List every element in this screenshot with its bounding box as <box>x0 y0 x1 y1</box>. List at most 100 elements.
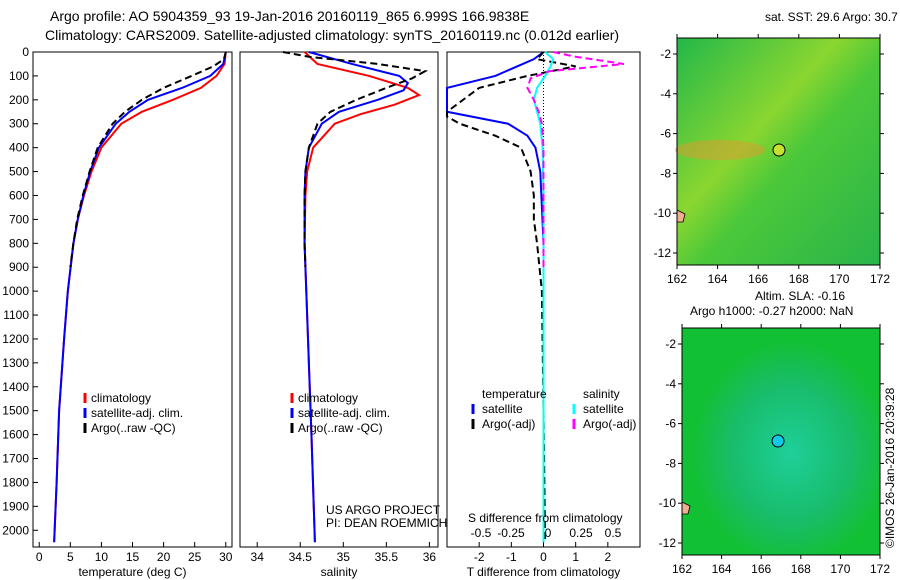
map-x-tick-label: 172 <box>870 562 890 576</box>
legend-label: Argo(..raw -QC) <box>91 421 176 435</box>
series-climatology <box>53 51 227 543</box>
y-tick-label: 800 <box>9 236 29 250</box>
axes-box <box>32 51 233 548</box>
series-s-argo-adj- <box>526 51 625 268</box>
sla-map-title-1: Altim. SLA: -0.16 <box>755 289 845 303</box>
legend-temperature: temperature <box>482 387 547 401</box>
map-y-tick-label: -2 <box>660 47 671 61</box>
warm-patch <box>675 140 765 160</box>
map-x-tick-label: 162 <box>672 562 692 576</box>
argo-position-marker <box>771 434 785 448</box>
x-tick-label: 20 <box>157 550 171 564</box>
x-tick-label: 30 <box>219 550 233 564</box>
map-x-tick-label: 164 <box>708 272 728 286</box>
y-tick-label: 500 <box>9 165 29 179</box>
imos-stamp: ©IMOS 26-Jan-2016 20:39:28 <box>883 387 897 548</box>
x-tick-label: 5 <box>67 550 74 564</box>
y-tick-label: 1800 <box>2 475 29 489</box>
x2-tick-label: -0.25 <box>497 526 525 540</box>
legend-label: satellite-adj. clim. <box>298 406 390 420</box>
legend-s_argo: Argo(-adj) <box>583 417 636 431</box>
y-tick-label: 1200 <box>2 332 29 346</box>
map-y-tick-label: -6 <box>665 417 676 431</box>
y-tick-label: 600 <box>9 188 29 202</box>
argo-position-marker <box>772 143 786 157</box>
x-tick-label: 15 <box>126 550 140 564</box>
map-y-tick-label: -8 <box>665 456 676 470</box>
x-tick-label: 2 <box>604 550 611 564</box>
y-tick-label: 1900 <box>2 499 29 513</box>
map-x-tick-label: 168 <box>789 272 809 286</box>
map-y-tick-label: -2 <box>665 337 676 351</box>
x-tick-label: 25 <box>188 550 202 564</box>
y-tick-label: 1700 <box>2 452 29 466</box>
x-tick-label: 1 <box>572 550 579 564</box>
y-tick-label: 1100 <box>3 308 29 322</box>
legend-t_argo: Argo(-adj) <box>482 417 535 431</box>
legend-label: Argo(..raw -QC) <box>298 421 383 435</box>
map-y-tick-label: -8 <box>660 166 671 180</box>
legend-salinity: salinity <box>583 387 620 401</box>
x-tick-label: -1 <box>506 550 517 564</box>
y-tick-label: 0 <box>22 45 29 59</box>
series-t-satellite <box>446 51 545 543</box>
y-tick-label: 200 <box>9 93 29 107</box>
x-tick-label: 35 <box>337 550 351 564</box>
x-axis-label: temperature (deg C) <box>78 565 186 579</box>
legend-s_sat: satellite <box>583 402 624 416</box>
panel-temperature: 0 5 10 15 20 25 30 temperature (deg C) 0 100 200 30… <box>2 45 232 579</box>
map-y-tick-label: -12 <box>659 536 677 550</box>
y-tick-label: 1400 <box>2 380 29 394</box>
y-tick-label: 1000 <box>2 284 29 298</box>
sla-map-axes: 162 164 166 168 170 172 -2 -4 -6 -8 -10 -12 <box>659 324 890 576</box>
map-y-tick-label: -6 <box>660 127 671 141</box>
title-line-1: Argo profile: AO 5904359_93 19-Jan-2016 … <box>50 8 530 24</box>
legend-label: climatology <box>91 391 151 405</box>
x2-tick-label: -0.5 <box>471 526 492 540</box>
map-x-tick-label: 164 <box>712 562 732 576</box>
pi-annotation: PI: DEAN ROEMMICH <box>326 516 447 530</box>
map-x-tick-label: 170 <box>829 272 849 286</box>
legend-t_sat: satellite <box>482 402 523 416</box>
x-tick-label: 0 <box>540 550 547 564</box>
y-tick-label: 2000 <box>2 523 29 537</box>
pi-annotation: US ARGO PROJECT <box>326 503 441 517</box>
map-y-tick-label: -4 <box>665 377 676 391</box>
map-x-tick-label: 168 <box>791 562 811 576</box>
sla-map: Altim. SLA: -0.16 Argo h1000: -0.27 h200… <box>681 289 880 555</box>
title-line-2: Climatology: CARS2009. Satellite-adjuste… <box>45 27 620 43</box>
y-tick-label: 1300 <box>2 356 29 370</box>
series-s-satellite <box>532 51 555 543</box>
y-tick-label: 700 <box>9 212 29 226</box>
sst-map-axes: 162 164 166 168 170 172 -2 -4 -6 -8 -10 -12 <box>654 34 890 286</box>
axes-box <box>239 51 439 548</box>
y-tick-label: 300 <box>9 117 29 131</box>
x-axis-label-2: S difference from climatology <box>468 511 623 525</box>
x-tick-label: 35.5 <box>375 550 399 564</box>
series-argo-raw-qc- <box>69 51 227 268</box>
series-satellite-adj-clim- <box>53 51 227 543</box>
x2-tick-label: 0.25 <box>569 526 593 540</box>
x-tick-label: 36 <box>423 550 437 564</box>
legend-label: satellite-adj. clim. <box>91 406 183 420</box>
map-x-tick-label: 170 <box>830 562 850 576</box>
x2-tick-label: 0.5 <box>605 526 622 540</box>
legend-label: climatology <box>298 391 358 405</box>
series-satellite-adj-clim- <box>303 51 410 543</box>
map-y-tick-label: -10 <box>659 496 677 510</box>
y-tick-label: 400 <box>9 141 29 155</box>
sst-map-title: sat. SST: 29.6 Argo: 30.7 <box>765 10 898 24</box>
x-axis-label: T difference from climatology <box>467 565 621 579</box>
x-tick-label: 10 <box>95 550 109 564</box>
y-tick-label: 1500 <box>2 404 29 418</box>
sla-map-title-2: Argo h1000: -0.27 h2000: NaN <box>690 304 853 318</box>
series-argo-raw-qc- <box>282 51 429 268</box>
y-tick-label: 900 <box>9 260 29 274</box>
y-tick-label: 100 <box>9 69 29 83</box>
x-axis-label: salinity <box>321 565 358 579</box>
map-x-tick-label: 172 <box>870 272 890 286</box>
map-x-tick-label: 162 <box>667 272 687 286</box>
x-tick-label: 34 <box>251 550 265 564</box>
